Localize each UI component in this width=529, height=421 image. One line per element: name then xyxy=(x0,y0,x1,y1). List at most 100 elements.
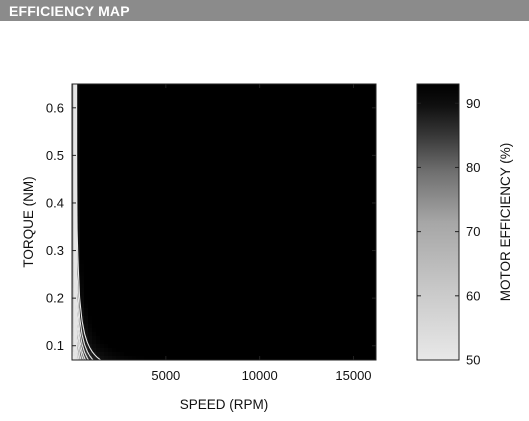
heatmap-cell xyxy=(304,316,309,321)
heatmap-cell xyxy=(220,152,225,157)
heatmap-cell xyxy=(188,100,193,105)
heatmap-cell xyxy=(292,276,297,281)
heatmap-cell xyxy=(92,116,97,121)
heatmap-cell xyxy=(272,232,277,237)
heatmap-cell xyxy=(136,112,141,117)
heatmap-cell xyxy=(208,100,213,105)
heatmap-cell xyxy=(108,172,113,177)
header-bar: EFFICIENCY MAP xyxy=(0,0,529,21)
heatmap-cell xyxy=(352,268,357,273)
heatmap-cell xyxy=(280,332,285,337)
heatmap-cell xyxy=(92,192,97,197)
heatmap-cell xyxy=(244,132,249,137)
heatmap-cell xyxy=(324,224,329,229)
heatmap-cell xyxy=(136,96,141,101)
heatmap-cell xyxy=(240,128,245,133)
heatmap-cell xyxy=(224,268,229,273)
heatmap-cell xyxy=(232,288,237,293)
heatmap-cell xyxy=(140,348,145,353)
heatmap-cell xyxy=(116,188,121,193)
heatmap-cell xyxy=(304,84,309,89)
heatmap-cell xyxy=(116,340,121,345)
heatmap-cell xyxy=(152,208,157,213)
heatmap-cell xyxy=(348,108,353,113)
heatmap-cell xyxy=(124,284,129,289)
heatmap-cell xyxy=(280,208,285,213)
heatmap-cell xyxy=(328,88,333,93)
heatmap-cell xyxy=(84,252,89,257)
heatmap-cell xyxy=(104,292,109,297)
heatmap-cell xyxy=(272,212,277,217)
heatmap-cell xyxy=(268,352,273,357)
heatmap-cell xyxy=(220,268,225,273)
heatmap-cell xyxy=(260,232,265,237)
heatmap-cell xyxy=(288,288,293,293)
heatmap-cell xyxy=(352,92,357,97)
heatmap-cell xyxy=(320,356,325,360)
heatmap-cell xyxy=(236,124,241,129)
heatmap-cell xyxy=(316,248,321,253)
heatmap-cell xyxy=(284,272,289,277)
heatmap-cell xyxy=(176,120,181,125)
heatmap-cell xyxy=(80,272,85,277)
heatmap-cell xyxy=(268,184,273,189)
heatmap-cell xyxy=(252,292,257,297)
heatmap-cell xyxy=(92,124,97,129)
heatmap-cell xyxy=(204,244,209,249)
heatmap-cell xyxy=(188,276,193,281)
heatmap-cell xyxy=(140,340,145,345)
heatmap-cell xyxy=(76,164,81,169)
heatmap-cell xyxy=(132,88,137,93)
heatmap-cell xyxy=(188,324,193,329)
heatmap-cell xyxy=(328,204,333,209)
heatmap-cell xyxy=(100,248,105,253)
heatmap-cell xyxy=(104,180,109,185)
heatmap-cell xyxy=(180,348,185,353)
heatmap-cell xyxy=(248,260,253,265)
heatmap-cell xyxy=(132,204,137,209)
heatmap-cell xyxy=(92,240,97,245)
heatmap-cell xyxy=(128,300,133,305)
heatmap-cell xyxy=(344,340,349,345)
heatmap-cell xyxy=(304,308,309,313)
heatmap-cell xyxy=(84,320,89,325)
heatmap-cell xyxy=(144,160,149,165)
heatmap-cell xyxy=(332,88,337,93)
heatmap-cell xyxy=(108,304,113,309)
heatmap-cell xyxy=(228,288,233,293)
heatmap-cell xyxy=(344,256,349,261)
heatmap-cell xyxy=(156,184,161,189)
heatmap-cell xyxy=(92,284,97,289)
heatmap-cell xyxy=(240,116,245,121)
heatmap-cell xyxy=(360,88,365,93)
heatmap-cell xyxy=(256,116,261,121)
heatmap-cell xyxy=(280,308,285,313)
heatmap-cell xyxy=(328,276,333,281)
heatmap-cell xyxy=(300,212,305,217)
heatmap-cell xyxy=(164,148,169,153)
heatmap-cell xyxy=(348,216,353,221)
heatmap-cell xyxy=(180,124,185,129)
heatmap-cell xyxy=(328,340,333,345)
heatmap-cell xyxy=(304,272,309,277)
heatmap-cell xyxy=(268,316,273,321)
heatmap-cell xyxy=(120,88,125,93)
heatmap-cell xyxy=(148,160,153,165)
heatmap-cell xyxy=(200,228,205,233)
heatmap-cell xyxy=(316,280,321,285)
heatmap-cell xyxy=(88,276,93,281)
heatmap-cell xyxy=(156,164,161,169)
heatmap-cell xyxy=(240,176,245,181)
heatmap-cell xyxy=(300,228,305,233)
heatmap-cell xyxy=(160,180,165,185)
heatmap-cell xyxy=(360,136,365,141)
heatmap-cell xyxy=(108,200,113,205)
heatmap-cell xyxy=(148,312,153,317)
heatmap-cell xyxy=(260,88,265,93)
heatmap-cell xyxy=(276,176,281,181)
heatmap-cell xyxy=(320,352,325,357)
heatmap-cell xyxy=(184,84,189,89)
heatmap-cell xyxy=(168,220,173,225)
heatmap-cell xyxy=(156,88,161,93)
heatmap-cell xyxy=(196,132,201,137)
